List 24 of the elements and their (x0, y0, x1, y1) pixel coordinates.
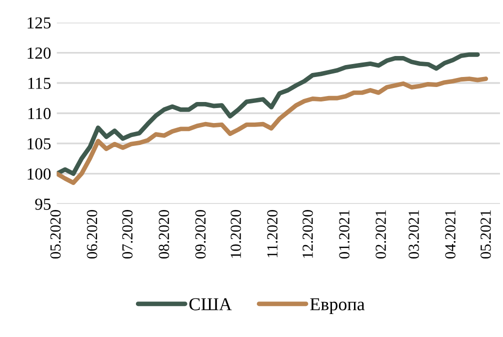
x-tick-label: 05.2021 (480, 210, 491, 259)
x-tick-label: 09.2020 (195, 210, 206, 259)
x-tick-label: 12.2020 (302, 210, 313, 258)
line-series (56, 52, 480, 176)
x-tick-label: 01.2021 (339, 210, 350, 259)
legend-label: США (189, 298, 232, 310)
legend-label: Европа (310, 298, 365, 314)
y-tick-label: 115 (28, 78, 51, 89)
x-tick-label: 02.2021 (376, 210, 386, 259)
x-tick-label: 10.2020 (230, 210, 242, 258)
y-tick-label: 100 (28, 168, 51, 180)
x-tick-label: 08.2020 (158, 210, 170, 259)
line-series (56, 76, 488, 185)
y-tick-label: 120 (28, 47, 51, 59)
y-tick-label: 95 (35, 198, 51, 210)
x-tick-label: 04.2021 (445, 210, 456, 259)
x-tick-label: 11.2020 (267, 210, 278, 258)
x-tick-label: 06.2020 (86, 210, 98, 259)
y-tick-label: 110 (28, 108, 51, 120)
x-tick-label: 05.2020 (50, 210, 61, 259)
x-tick-label: 03.2021 (408, 210, 420, 259)
y-tick-label: 105 (28, 138, 51, 150)
x-tick-label: 07.2020 (122, 210, 133, 259)
y-tick-label: 125 (28, 17, 51, 29)
